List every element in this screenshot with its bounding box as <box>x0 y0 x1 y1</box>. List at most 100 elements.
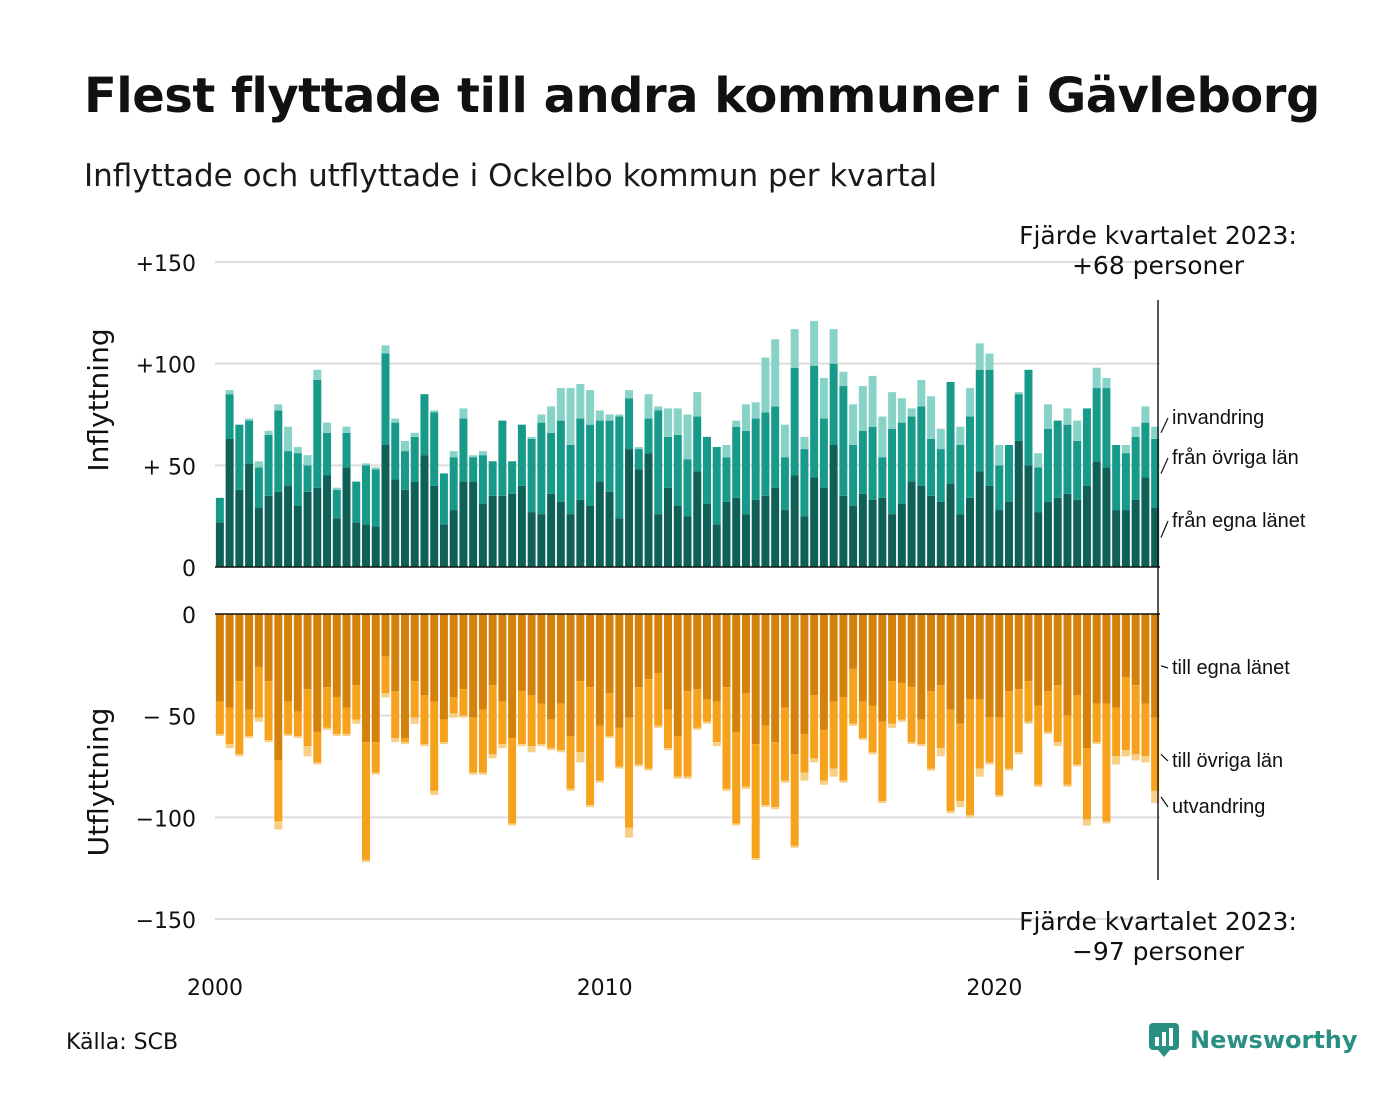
bar-från-övriga-län <box>254 467 263 509</box>
bar-invandring <box>625 390 634 399</box>
bar-till-övriga-län <box>1141 703 1150 757</box>
bar-till-övriga-län <box>956 723 965 802</box>
bar-utvandring <box>780 780 789 783</box>
bar-till-övriga-län <box>1131 685 1140 755</box>
bar-till-övriga-län <box>936 685 945 749</box>
bar-från-egna-länet <box>576 499 585 567</box>
bar-från-egna-länet <box>430 485 439 567</box>
bar-till-egna-länet <box>293 614 302 712</box>
bar-invandring <box>936 428 945 450</box>
bar-från-övriga-län <box>420 394 429 456</box>
bar-utvandring <box>469 772 478 775</box>
bar-till-egna-länet <box>517 614 526 692</box>
bar-till-egna-länet <box>907 614 916 688</box>
bar-utvandring <box>693 727 702 730</box>
bar-till-egna-länet <box>732 614 741 732</box>
bar-invandring <box>634 447 643 450</box>
bar-utvandring <box>586 805 595 808</box>
bar-utvandring <box>1034 784 1043 787</box>
bar-utvandring <box>1131 754 1140 761</box>
bar-till-övriga-län <box>751 744 760 858</box>
bar-till-egna-länet <box>751 614 760 745</box>
bar-till-övriga-län <box>352 685 361 720</box>
bar-till-övriga-län <box>235 681 244 755</box>
bar-till-egna-länet <box>868 614 877 706</box>
brand-name: Newsworthy <box>1190 1026 1358 1054</box>
bar-invandring <box>975 343 984 370</box>
bar-till-egna-länet <box>459 614 468 690</box>
bar-till-egna-länet <box>420 614 429 696</box>
bar-till-egna-länet <box>761 614 770 726</box>
bar-utvandring <box>966 815 975 818</box>
bar-utvandring <box>605 736 614 739</box>
bar-utvandring <box>332 733 341 736</box>
bar-till-övriga-län <box>829 701 838 769</box>
bar-utvandring <box>293 736 302 739</box>
bar-till-egna-länet <box>225 614 234 708</box>
bar-från-egna-länet <box>878 497 887 567</box>
annotation-bottom-line1: Fjärde kvartalet 2023: <box>1019 907 1297 936</box>
bar-till-egna-länet <box>1043 614 1052 692</box>
bar-utvandring <box>625 827 634 838</box>
bar-från-övriga-län <box>1034 467 1043 513</box>
bar-invandring <box>800 436 809 450</box>
ytick-label: + 50 <box>143 455 196 480</box>
bar-utvandring <box>858 738 867 741</box>
bar-utvandring <box>517 744 526 747</box>
bar-från-egna-länet <box>702 503 711 567</box>
bar-från-övriga-län <box>1082 408 1091 486</box>
bar-invandring <box>556 388 565 421</box>
bar-utvandring <box>498 744 507 749</box>
bar-till-egna-länet <box>1034 614 1043 706</box>
bar-till-egna-länet <box>264 614 273 682</box>
bar-invandring <box>985 353 994 370</box>
bar-från-egna-länet <box>1014 440 1023 567</box>
bar-invandring <box>469 455 478 458</box>
bar-till-egna-länet <box>410 614 419 682</box>
bar-invandring <box>819 377 828 419</box>
bar-från-egna-länet <box>868 499 877 567</box>
bar-från-egna-länet <box>683 516 692 567</box>
series-label: till övriga län <box>1172 750 1283 772</box>
bar-från-övriga-län <box>537 422 546 515</box>
bar-till-egna-länet <box>352 614 361 686</box>
bar-till-egna-länet <box>586 614 595 688</box>
bar-från-övriga-län <box>556 420 565 502</box>
bar-utvandring <box>420 744 429 747</box>
bar-från-övriga-län <box>362 465 370 525</box>
bar-från-övriga-län <box>741 430 750 515</box>
bar-från-övriga-län <box>654 410 663 515</box>
bar-utvandring <box>284 733 293 736</box>
bar-från-egna-länet <box>751 499 760 567</box>
bar-från-övriga-län <box>498 420 507 496</box>
bar-utvandring <box>839 780 848 783</box>
bar-från-övriga-län <box>1102 388 1111 468</box>
bar-utvandring <box>936 748 945 757</box>
bar-från-övriga-län <box>225 394 234 439</box>
bar-till-egna-länet <box>1053 614 1062 686</box>
bar-till-övriga-län <box>625 717 634 828</box>
bar-utvandring <box>595 780 604 783</box>
bar-utvandring <box>274 821 283 830</box>
bar-utvandring <box>800 772 809 781</box>
newsworthy-logo-icon <box>1149 1023 1179 1057</box>
bar-invandring <box>732 420 741 427</box>
bar-utvandring <box>1082 819 1091 826</box>
series-label: invandring <box>1172 407 1264 429</box>
bar-till-egna-länet <box>664 614 673 710</box>
bar-från-övriga-län <box>868 426 877 500</box>
bar-till-egna-länet <box>1092 614 1101 704</box>
bar-till-övriga-län <box>313 731 322 763</box>
bar-utvandring <box>1151 790 1160 804</box>
bar-från-egna-länet <box>1102 467 1111 567</box>
bar-från-egna-länet <box>420 455 429 567</box>
bar-från-övriga-län <box>771 406 780 488</box>
bar-utvandring <box>527 746 536 753</box>
bar-från-egna-länet <box>215 522 224 567</box>
bar-utvandring <box>1043 731 1052 734</box>
bar-invandring <box>449 451 458 458</box>
bar-från-övriga-län <box>946 381 955 484</box>
bar-utvandring <box>303 746 312 757</box>
bar-invandring <box>605 414 614 421</box>
bar-utvandring <box>547 748 556 751</box>
